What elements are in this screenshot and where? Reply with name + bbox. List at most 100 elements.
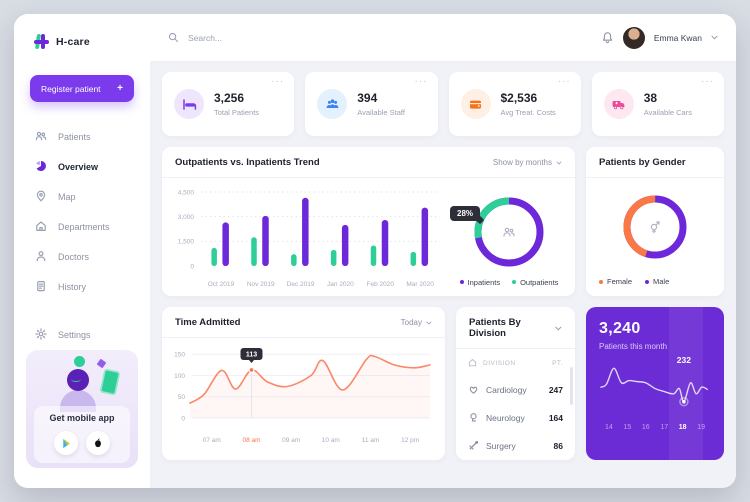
sidebar-item-map[interactable]: Map	[14, 182, 150, 212]
stat-card-available-staff: ··· 394 Available Staff	[305, 72, 438, 136]
more-options-icon[interactable]: ···	[414, 76, 428, 87]
day-label: 17	[660, 424, 669, 431]
stat-label: Avg Treat. Costs	[500, 108, 556, 117]
monthly-patients-label: Patients this month	[599, 342, 668, 351]
legend-item: Male	[645, 277, 669, 286]
chevron-down-icon[interactable]	[555, 326, 562, 331]
svg-text:08 am: 08 am	[242, 437, 260, 444]
user-name[interactable]: Emma Kwan	[653, 32, 702, 43]
more-options-icon[interactable]: ···	[557, 76, 571, 87]
nav-label: History	[58, 282, 87, 292]
legend-dot	[599, 279, 603, 284]
logo: H-care	[14, 14, 150, 55]
stat-value: $2,536	[500, 91, 538, 105]
division-count: 164	[548, 413, 563, 423]
hcare-logo-icon	[34, 34, 49, 49]
map-pin-icon	[35, 190, 47, 204]
nav-label: Departments	[58, 222, 110, 232]
day-label: 18	[678, 424, 687, 431]
chevron-down-icon	[556, 161, 562, 165]
google-play-button[interactable]	[54, 431, 78, 455]
register-patient-button[interactable]: Register patient +	[30, 75, 134, 102]
svg-text:50: 50	[178, 394, 186, 401]
stat-value: 394	[357, 91, 378, 105]
stats-row: ··· 3,256 Total Patients ··· 394 Availab…	[162, 72, 724, 136]
division-card: Patients By Division DIVISION PT. Cardiol…	[456, 307, 575, 460]
ambulance-icon	[603, 89, 634, 119]
mobile-app-illustration	[34, 356, 130, 412]
division-row-cardiology[interactable]: Cardiology 247	[468, 376, 563, 404]
time-filter-dropdown[interactable]: Today	[401, 318, 432, 327]
sidebar-item-departments[interactable]: Departments	[14, 212, 150, 242]
time-admitted-line-chart: 0 50 100 150 07 am 08 am 09 am 10 am 11 am 12 pm 1…	[174, 347, 431, 444]
topbar: Emma Kwan	[150, 14, 736, 62]
avatar[interactable]	[622, 26, 645, 49]
stat-card-total-patients: ··· 3,256 Total Patients	[162, 72, 295, 136]
svg-text:4,500: 4,500	[178, 189, 195, 196]
more-options-icon[interactable]: ···	[701, 76, 714, 87]
division-name: Cardiology	[486, 385, 527, 395]
highlight-band	[668, 307, 704, 460]
logo-text: H-care	[56, 35, 90, 48]
svg-text:Oct 2019: Oct 2019	[208, 281, 235, 288]
stat-value: 3,256	[214, 91, 245, 105]
monthly-patients-card: 3,240 Patients this month 232 14 15 16 17 18…	[586, 307, 724, 460]
sidebar-item-settings[interactable]: Settings	[14, 320, 150, 350]
app-store-button[interactable]	[86, 431, 110, 455]
trend-legend: Inpatients Outpatients	[459, 278, 558, 287]
staff-icon	[317, 89, 348, 119]
monthly-sparkline-chart: 232	[600, 355, 708, 407]
surgery-icon	[468, 440, 479, 453]
svg-text:12 pm: 12 pm	[401, 437, 419, 444]
svg-text:Nov 2019: Nov 2019	[247, 281, 275, 288]
stat-card-available-cars: ··· 38 Available Cars	[591, 72, 724, 136]
get-mobile-app-label: Get mobile app	[49, 413, 115, 423]
bell-icon[interactable]	[601, 31, 614, 44]
inpatients-outpatients-bar-chart: 0 1,500 3,000 4,500 Oct 2019 Nov 2019 Dec 2019…	[178, 189, 440, 288]
cardiology-icon	[468, 384, 479, 397]
division-row-neurology[interactable]: Neurology 164	[468, 404, 563, 432]
main-area: Emma Kwan ··· 3,256 Total Patients ··· 3…	[150, 14, 736, 488]
overview-icon	[35, 160, 47, 174]
svg-text:0: 0	[190, 263, 194, 270]
stat-label: Available Staff	[357, 108, 405, 117]
google-play-icon	[62, 438, 70, 448]
day-label: 16	[641, 424, 650, 431]
sidebar-item-doctors[interactable]: Doctors	[14, 242, 150, 272]
svg-text:Feb 2020: Feb 2020	[367, 281, 395, 288]
doctors-icon	[35, 250, 47, 264]
svg-text:100: 100	[174, 373, 185, 380]
division-row-surgery[interactable]: Surgery 86	[468, 432, 563, 460]
chevron-down-icon[interactable]	[711, 35, 718, 40]
svg-text:1,500: 1,500	[178, 239, 195, 246]
legend-dot	[645, 279, 650, 284]
sidebar-item-history[interactable]: History	[14, 272, 150, 302]
donut-callout: 28%	[450, 205, 481, 221]
app-window: H-care Register patient + Patients Overv…	[14, 14, 736, 488]
dashboard-content: ··· 3,256 Total Patients ··· 394 Availab…	[150, 62, 736, 470]
search-icon	[168, 32, 179, 43]
more-options-icon[interactable]: ···	[271, 76, 285, 87]
stat-label: Available Cars	[643, 108, 692, 117]
plus-icon: +	[117, 83, 123, 94]
day-label: 14	[605, 424, 613, 431]
sidebar-item-overview[interactable]: Overview	[14, 152, 150, 182]
scrollbar-thumb[interactable]	[570, 367, 573, 405]
search-input[interactable]	[188, 32, 592, 43]
history-icon	[35, 280, 47, 294]
svg-text:0: 0	[181, 415, 185, 422]
legend-item: Outpatients	[512, 278, 558, 287]
division-count: 86	[553, 441, 563, 451]
division-card-title: Patients By Division	[469, 317, 521, 339]
neurology-icon	[468, 412, 479, 425]
svg-text:Jan 2020: Jan 2020	[327, 281, 354, 288]
svg-text:150: 150	[174, 352, 185, 359]
stat-card-avg-treat-costs: ··· $2,536 Avg Treat. Costs	[448, 72, 581, 136]
sidebar-item-patients[interactable]: Patients	[14, 122, 150, 152]
trend-filter-dropdown[interactable]: Show by months	[493, 158, 562, 167]
division-name: Neurology	[486, 413, 525, 423]
svg-text:Dec 2019: Dec 2019	[287, 281, 315, 288]
sidebar-nav: Patients Overview Map Departments Doctor…	[14, 122, 150, 350]
nav-label: Doctors	[58, 252, 90, 262]
svg-text:07 am: 07 am	[203, 437, 221, 444]
